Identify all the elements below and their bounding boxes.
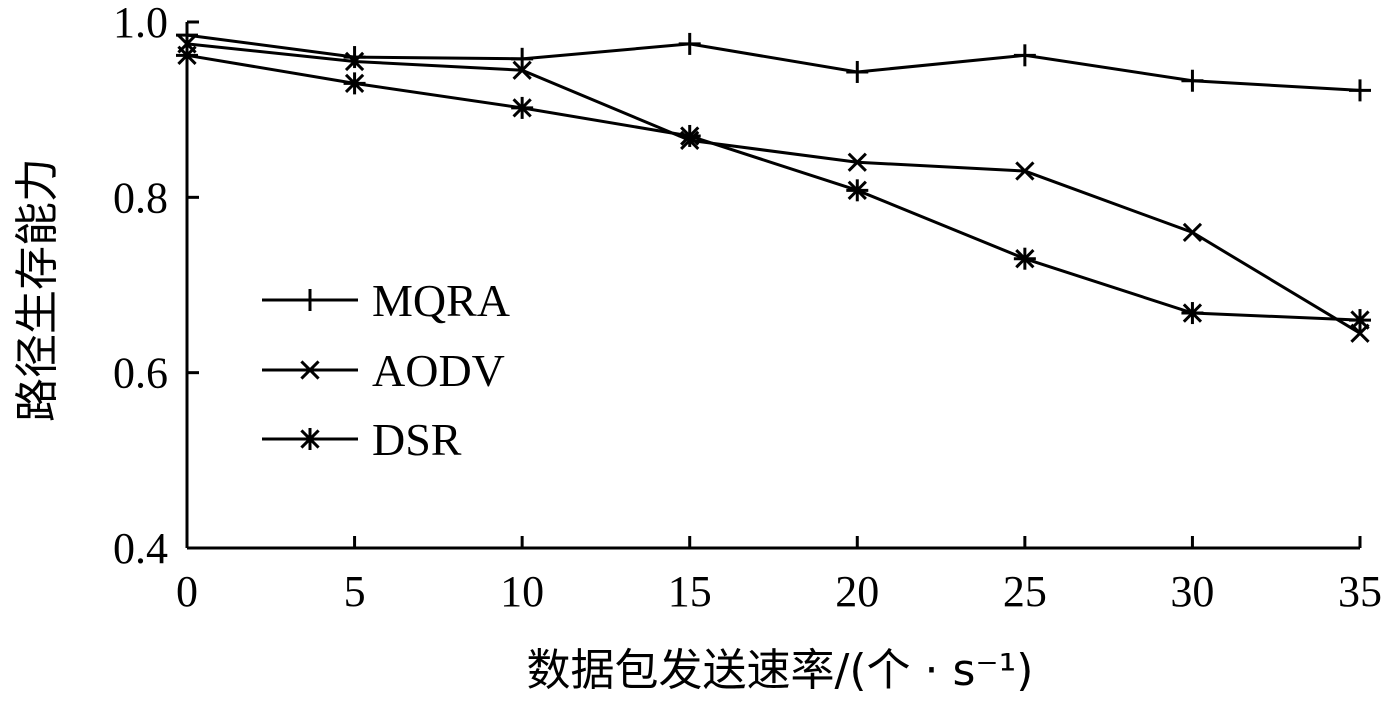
x-tick-label: 5 bbox=[344, 567, 366, 616]
data-point-aodv bbox=[1015, 161, 1035, 181]
data-point-mqra bbox=[1013, 44, 1036, 67]
legend: MQRA AODV DSR bbox=[262, 275, 510, 465]
legend-marker-dsr bbox=[299, 428, 321, 450]
data-point-mqra bbox=[678, 32, 701, 55]
x-tick-label: 35 bbox=[1338, 567, 1382, 616]
data-point-mqra bbox=[1181, 69, 1204, 92]
data-point-aodv bbox=[847, 152, 867, 172]
x-tick-label: 20 bbox=[835, 567, 879, 616]
x-tick-label: 10 bbox=[500, 567, 544, 616]
series-line-dsr bbox=[186, 53, 1361, 322]
data-point-mqra bbox=[343, 46, 366, 69]
data-point-dsr bbox=[511, 96, 534, 119]
data-point-mqra bbox=[1349, 79, 1371, 102]
data-point-aodv bbox=[344, 51, 365, 72]
data-point-dsr bbox=[176, 44, 198, 67]
data-point-dsr bbox=[1013, 247, 1036, 270]
x-tick-label: 15 bbox=[668, 567, 712, 616]
data-point-mqra bbox=[511, 47, 534, 70]
data-point-dsr bbox=[343, 72, 366, 95]
series-layer bbox=[176, 24, 1371, 343]
data-point-mqra bbox=[846, 60, 869, 83]
legend-label-dsr: DSR bbox=[372, 414, 462, 465]
legend-label-aodv: AODV bbox=[372, 345, 505, 396]
x-tick-label: 30 bbox=[1170, 567, 1214, 616]
data-point-dsr bbox=[846, 179, 869, 202]
y-tick-label: 0.6 bbox=[113, 349, 168, 398]
axes: 0 5 10 15 20 25 30 35 0.4 0.6 0.8 1.0 bbox=[113, 0, 1382, 616]
y-tick-label: 0.8 bbox=[113, 173, 168, 222]
x-axis-title: 数据包发送速率/(个 · s⁻¹) bbox=[527, 645, 1034, 696]
y-tick-label: 0.4 bbox=[113, 524, 168, 573]
data-point-dsr bbox=[1181, 302, 1204, 325]
legend-marker-mqra bbox=[299, 289, 321, 311]
data-point-aodv bbox=[1182, 222, 1203, 243]
series-line-mqra bbox=[186, 33, 1361, 92]
data-point-aodv bbox=[512, 60, 532, 80]
x-tick-label: 25 bbox=[1003, 567, 1047, 616]
legend-label-mqra: MQRA bbox=[372, 275, 510, 326]
y-tick-label: 1.0 bbox=[113, 0, 168, 47]
legend-marker-aodv bbox=[300, 360, 320, 380]
x-tick-label: 0 bbox=[176, 567, 198, 616]
y-axis-title: 路径生存能力 bbox=[12, 158, 63, 422]
data-point-dsr bbox=[1349, 309, 1371, 332]
data-point-dsr bbox=[678, 124, 701, 147]
series-line-aodv bbox=[186, 42, 1361, 335]
